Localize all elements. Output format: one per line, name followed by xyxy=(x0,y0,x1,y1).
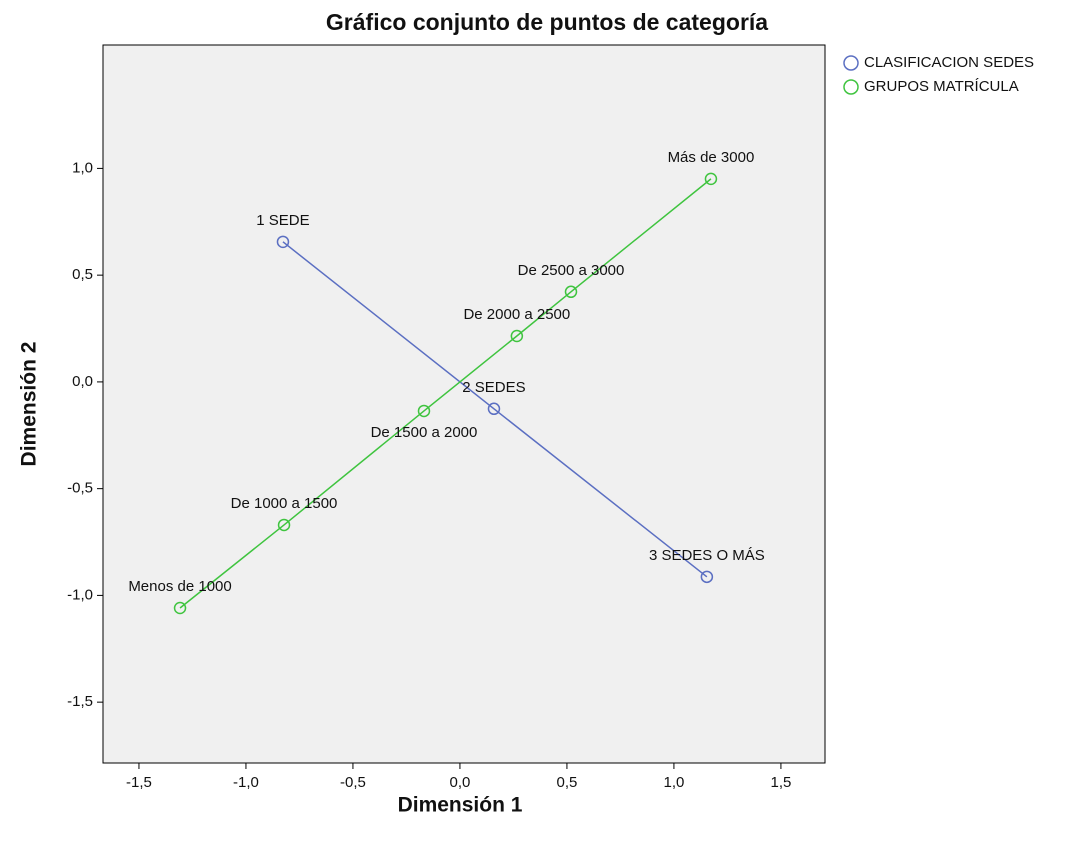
x-axis-title: Dimensión 1 xyxy=(398,794,523,817)
point xyxy=(487,402,501,416)
point-label: De 1000 a 1500 xyxy=(231,495,338,512)
x-tick-label: -1,5 xyxy=(126,774,152,791)
y-tick-label: 0,0 xyxy=(72,373,93,390)
y-tick-label: -1,0 xyxy=(67,586,93,603)
point xyxy=(417,404,431,418)
point-label: 3 SEDES O MÁS xyxy=(649,547,765,564)
point-label: Menos de 1000 xyxy=(128,578,231,595)
point-label: De 1500 a 2000 xyxy=(371,424,478,441)
x-tick-label: -1,0 xyxy=(233,774,259,791)
point xyxy=(173,601,187,615)
chart-title: Gráfico conjunto de puntos de categoría xyxy=(326,9,768,35)
point-label: De 2000 a 2500 xyxy=(463,306,570,323)
x-tick-label: -0,5 xyxy=(340,774,366,791)
point-label: 2 SEDES xyxy=(462,379,525,396)
point xyxy=(276,235,290,249)
point xyxy=(564,285,578,299)
point-label: Más de 3000 xyxy=(668,149,755,166)
x-tick-label: 0,0 xyxy=(450,774,471,791)
legend-marker xyxy=(843,55,859,71)
y-tick-label: 0,5 xyxy=(72,266,93,283)
y-tick-label: -1,5 xyxy=(67,693,93,710)
legend-label: GRUPOS MATRÍCULA xyxy=(864,78,1019,95)
legend-marker xyxy=(843,79,859,95)
point xyxy=(277,518,291,532)
point-label: De 2500 a 3000 xyxy=(518,262,625,279)
x-tick-label: 0,5 xyxy=(556,774,577,791)
y-tick-label: -0,5 xyxy=(67,480,93,497)
point xyxy=(704,172,718,186)
legend-label: CLASIFICACION SEDES xyxy=(864,54,1034,71)
point-label: 1 SEDE xyxy=(256,212,309,229)
plot-area xyxy=(102,44,826,764)
point xyxy=(510,329,524,343)
series-line xyxy=(179,178,712,609)
x-tick-label: 1,0 xyxy=(663,774,684,791)
series-line xyxy=(282,241,708,578)
point xyxy=(700,570,714,584)
y-tick-label: 1,0 xyxy=(72,159,93,176)
x-tick-label: 1,5 xyxy=(770,774,791,791)
y-axis-title: Dimensión 2 xyxy=(18,342,41,467)
